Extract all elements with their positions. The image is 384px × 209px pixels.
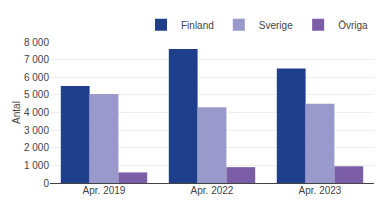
svg-text:Apr. 2019: Apr. 2019 — [83, 185, 126, 196]
svg-text:7 000: 7 000 — [24, 54, 49, 65]
svg-text:8 000: 8 000 — [24, 37, 49, 48]
svg-text:Finland: Finland — [181, 20, 214, 31]
svg-text:5 000: 5 000 — [24, 89, 49, 100]
svg-text:6 000: 6 000 — [24, 72, 49, 83]
svg-text:Apr. 2022: Apr. 2022 — [191, 185, 234, 196]
svg-text:0: 0 — [43, 178, 49, 189]
svg-text:2 000: 2 000 — [24, 142, 49, 153]
svg-text:3 000: 3 000 — [24, 125, 49, 136]
svg-text:Sverige: Sverige — [259, 20, 293, 31]
svg-text:Antal: Antal — [11, 101, 22, 124]
svg-text:Apr. 2023: Apr. 2023 — [299, 185, 342, 196]
svg-text:4 000: 4 000 — [24, 107, 49, 118]
svg-text:Övriga: Övriga — [338, 20, 368, 31]
svg-text:1 000: 1 000 — [24, 160, 49, 171]
